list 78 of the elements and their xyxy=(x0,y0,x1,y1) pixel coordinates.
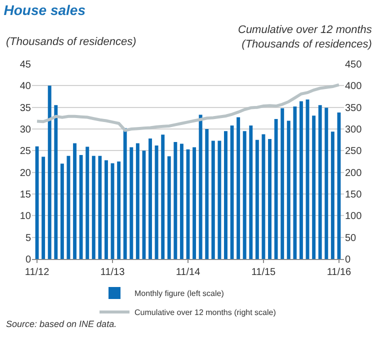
x-tick-label: 11/15 xyxy=(251,267,276,278)
bar xyxy=(306,100,310,259)
bar xyxy=(198,114,202,259)
bar xyxy=(330,132,334,259)
bar xyxy=(79,155,83,259)
y-tick-label: 15 xyxy=(20,190,32,200)
bar xyxy=(136,143,140,259)
y2-tick-label: 350 xyxy=(345,102,362,114)
bar xyxy=(60,164,64,259)
bar xyxy=(211,140,215,259)
y2-tick-label: 300 xyxy=(345,124,362,136)
y2-axis-title: Cumulative over 12 months (Thousands of residences) xyxy=(238,24,372,50)
bar xyxy=(312,116,316,259)
x-tick-label: 11/16 xyxy=(326,267,352,278)
x-tick-label: 11/13 xyxy=(100,267,126,278)
bar xyxy=(293,106,297,259)
chart-subtitle: (Thousands of residences) xyxy=(6,36,137,48)
bar xyxy=(110,163,114,259)
bar xyxy=(300,101,303,259)
bar xyxy=(230,126,234,259)
y-tick-label: 45 xyxy=(20,60,32,70)
bar xyxy=(54,105,58,259)
y2-tick-label: 200 xyxy=(345,168,362,179)
y-tick-label: 5 xyxy=(25,232,32,244)
line-series xyxy=(36,83,340,132)
bar xyxy=(161,134,165,259)
bar xyxy=(98,156,102,259)
bar xyxy=(192,147,196,259)
bar xyxy=(286,120,290,259)
bar xyxy=(236,117,240,259)
y-tick-label: 20 xyxy=(20,168,32,179)
bar xyxy=(92,156,96,259)
y2-tick-label: 50 xyxy=(345,232,357,244)
y2-tick-label: 250 xyxy=(345,146,362,158)
bar xyxy=(42,156,46,259)
bar xyxy=(218,140,222,259)
bar xyxy=(255,140,259,259)
legend-label: Cumulative over 12 months (right scale) xyxy=(134,308,276,318)
bar xyxy=(148,138,152,259)
y-tick-label: 30 xyxy=(20,124,32,136)
source-note: Source: based on INE data. xyxy=(6,319,117,329)
y2-tick-label: 0 xyxy=(345,254,351,266)
bar xyxy=(274,119,278,259)
x-tick-label: 11/14 xyxy=(176,267,201,278)
bar xyxy=(48,86,52,259)
bar xyxy=(86,146,90,259)
chart-title: House sales xyxy=(4,2,86,18)
bar xyxy=(104,160,108,259)
bar xyxy=(249,126,253,259)
bar xyxy=(180,144,184,259)
y-tick-label: 0 xyxy=(25,254,32,266)
x-tick-label: 11/12 xyxy=(24,267,50,278)
bar xyxy=(167,156,171,259)
y-tick-label: 40 xyxy=(20,81,32,92)
bar xyxy=(142,150,146,259)
bar xyxy=(337,112,341,259)
bar xyxy=(280,108,284,259)
y2-tick-label: 150 xyxy=(345,190,362,200)
bar xyxy=(73,143,76,259)
y2-tick-label: 400 xyxy=(345,81,362,92)
y2-tick-label: 450 xyxy=(345,60,362,70)
bar xyxy=(242,131,246,259)
bar xyxy=(205,129,209,259)
bar xyxy=(154,145,158,259)
bar xyxy=(117,162,121,259)
bar xyxy=(123,128,127,259)
bar xyxy=(324,108,328,259)
y2-tick-label: 100 xyxy=(345,211,362,222)
bar xyxy=(268,138,272,259)
y-tick-label: 10 xyxy=(20,211,32,222)
bar xyxy=(174,142,178,259)
bar xyxy=(318,105,322,259)
y-tick-label: 35 xyxy=(20,102,32,114)
y-tick-label: 25 xyxy=(20,146,32,158)
bar xyxy=(35,146,39,259)
legend-label: Monthly figure (left scale) xyxy=(134,289,224,298)
bar xyxy=(130,147,134,259)
bar xyxy=(224,131,228,259)
